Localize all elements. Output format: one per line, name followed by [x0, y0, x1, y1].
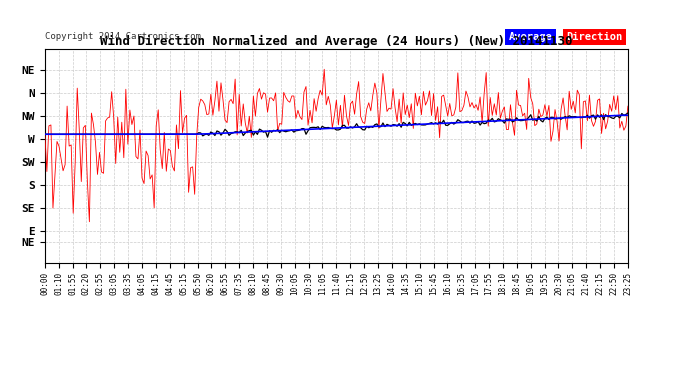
Text: Average: Average — [509, 32, 552, 42]
Title: Wind Direction Normalized and Average (24 Hours) (New) 20141130: Wind Direction Normalized and Average (2… — [100, 34, 573, 48]
Text: Copyright 2014 Cartronics.com: Copyright 2014 Cartronics.com — [45, 32, 201, 41]
Text: Direction: Direction — [566, 32, 623, 42]
